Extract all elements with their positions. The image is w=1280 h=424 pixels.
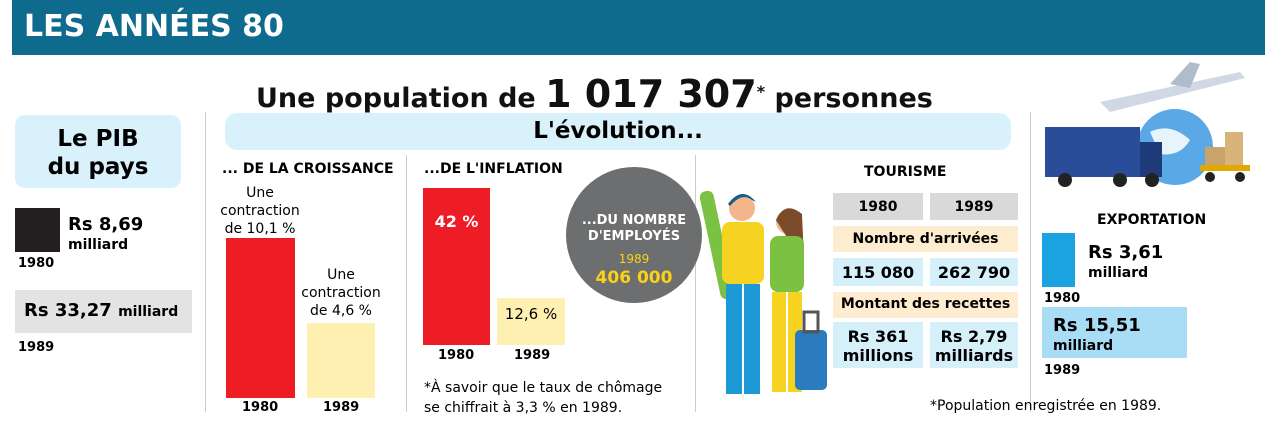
- receipts-line: milliards: [934, 346, 1014, 365]
- arrivals-label: Nombre d'arrivées: [852, 231, 999, 247]
- exports-unit: milliard: [1088, 265, 1149, 281]
- receipts-line: millions: [842, 346, 914, 365]
- cell: [833, 193, 923, 220]
- employees-circle: [566, 167, 702, 303]
- growth-label: Une contraction de 10,1 %: [210, 184, 310, 238]
- growth-label-line: contraction: [301, 285, 381, 301]
- gdp-title: du pays: [47, 154, 149, 180]
- cell: [930, 258, 1018, 286]
- employees-title-line: D'EMPLOYÉS: [587, 229, 681, 244]
- tourism-title: TOURISME: [864, 164, 947, 180]
- exports-unit: milliard: [1053, 338, 1114, 354]
- arrivals-value: 115 080: [841, 263, 915, 282]
- tourists-illustration: [700, 190, 827, 394]
- growth-label-line: de 10,1 %: [224, 221, 296, 237]
- growth-label: Une contraction de 4,6 %: [291, 266, 391, 320]
- cell: [833, 226, 1018, 252]
- growth-bar: [226, 238, 295, 398]
- headline-asterisk: *: [756, 82, 766, 101]
- cell: [930, 193, 1018, 220]
- employees-value: 406 000: [595, 268, 673, 288]
- receipts-value: Rs 361 millions: [833, 327, 923, 365]
- gdp-square: [15, 208, 60, 252]
- exports-amount: Rs 15,51: [1053, 315, 1141, 336]
- inflation-note: *À savoir que le taux de chômage se chif…: [424, 378, 662, 418]
- growth-label-line: Une: [327, 267, 355, 283]
- divider: [406, 155, 407, 412]
- inflation-title: ...DE L'INFLATION: [424, 161, 563, 177]
- exports-year: 1989: [1044, 363, 1081, 378]
- gdp-box: [15, 290, 192, 333]
- inflation-value: 12,6 %: [504, 305, 558, 323]
- receipts-label: Montant des recettes: [840, 296, 1011, 312]
- footnote: *Population enregistrée en 1989.: [930, 398, 1162, 414]
- growth-label-line: contraction: [220, 203, 300, 219]
- tourism-year: 1980: [858, 199, 898, 215]
- cell: [833, 258, 923, 286]
- header-title: LES ANNÉES 80: [24, 9, 284, 44]
- headline: Une population de 1 017 307* personnes: [256, 72, 933, 116]
- employees-title: ...DU NOMBRE D'EMPLOYÉS: [566, 213, 702, 245]
- note-line: *À savoir que le taux de chômage: [424, 380, 663, 396]
- gdp-amount: Rs 33,27 milliard: [24, 300, 178, 321]
- divider: [205, 112, 206, 412]
- gdp-unit: milliard: [118, 304, 179, 320]
- growth-title: ... DE LA CROISSANCE: [222, 161, 394, 177]
- growth-label-line: Une: [246, 185, 274, 201]
- gdp-year: 1980: [18, 256, 55, 271]
- gdp-title-box: [15, 115, 181, 188]
- inflation-year: 1980: [438, 348, 475, 363]
- exports-title: EXPORTATION: [1097, 212, 1207, 228]
- exports-square: [1042, 233, 1075, 287]
- growth-bar: [307, 323, 375, 398]
- headline-suffix: personnes: [774, 83, 933, 114]
- divider: [695, 155, 696, 412]
- evolution-box: [225, 113, 1011, 150]
- receipts-line: Rs 361: [847, 327, 909, 346]
- cell: [833, 292, 1018, 318]
- arrivals-value: 262 790: [937, 263, 1011, 282]
- receipts-value: Rs 2,79 milliards: [930, 327, 1018, 365]
- inflation-bar: [497, 298, 565, 345]
- growth-year: 1980: [242, 400, 279, 415]
- headline-prefix: Une population de: [256, 83, 536, 114]
- header-bar: [12, 0, 1265, 55]
- divider: [1030, 112, 1031, 412]
- employees-year: 1989: [618, 252, 650, 266]
- exports-amount: Rs 3,61: [1088, 242, 1164, 263]
- export-illustration: [1045, 62, 1250, 187]
- cell: [833, 322, 923, 368]
- exports-box: [1042, 307, 1187, 358]
- gdp-unit: milliard: [68, 237, 129, 253]
- cell: [930, 322, 1018, 368]
- headline-number: 1 017 307: [545, 72, 757, 116]
- growth-label-line: de 4,6 %: [310, 303, 372, 319]
- inflation-value: 42 %: [434, 212, 479, 231]
- gdp-year: 1989: [18, 340, 55, 355]
- employees-title-line: ...DU NOMBRE: [581, 213, 687, 228]
- growth-year: 1989: [323, 400, 360, 415]
- note-line: se chiffrait à 3,3 % en 1989.: [424, 400, 623, 416]
- tourism-year: 1989: [954, 199, 994, 215]
- receipts-line: Rs 2,79: [940, 327, 1008, 346]
- gdp-amount: Rs 33,27: [24, 300, 112, 321]
- inflation-bar: [423, 188, 490, 345]
- exports-year: 1980: [1044, 291, 1081, 306]
- inflation-year: 1989: [514, 348, 551, 363]
- gdp-title: Le PIB: [57, 126, 139, 152]
- evolution-title: L'évolution...: [533, 118, 703, 144]
- gdp-amount: Rs 8,69: [68, 214, 144, 235]
